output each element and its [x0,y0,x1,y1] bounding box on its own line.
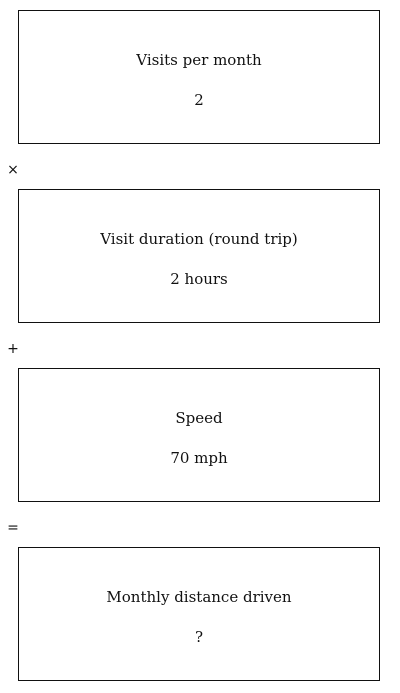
plus-operator: + [7,341,19,357]
monthly-distance-label: Monthly distance driven [106,588,292,606]
visit-duration-label: Visit duration (round trip) [100,230,298,248]
monthly-distance-value: ? [194,628,204,646]
visit-duration-box: Visit duration (round trip) 2 hours [18,189,380,323]
visits-per-month-box: Visits per month 2 [18,10,380,144]
monthly-distance-box: Monthly distance driven ? [18,547,380,681]
speed-label: Speed [175,409,223,427]
speed-box: Speed 70 mph [18,368,380,502]
equals-operator: = [7,520,19,536]
speed-value: 70 mph [170,449,228,467]
visit-duration-value: 2 hours [170,270,228,288]
visits-per-month-value: 2 [194,91,204,109]
visits-per-month-label: Visits per month [136,51,262,69]
multiply-operator: × [7,162,19,178]
